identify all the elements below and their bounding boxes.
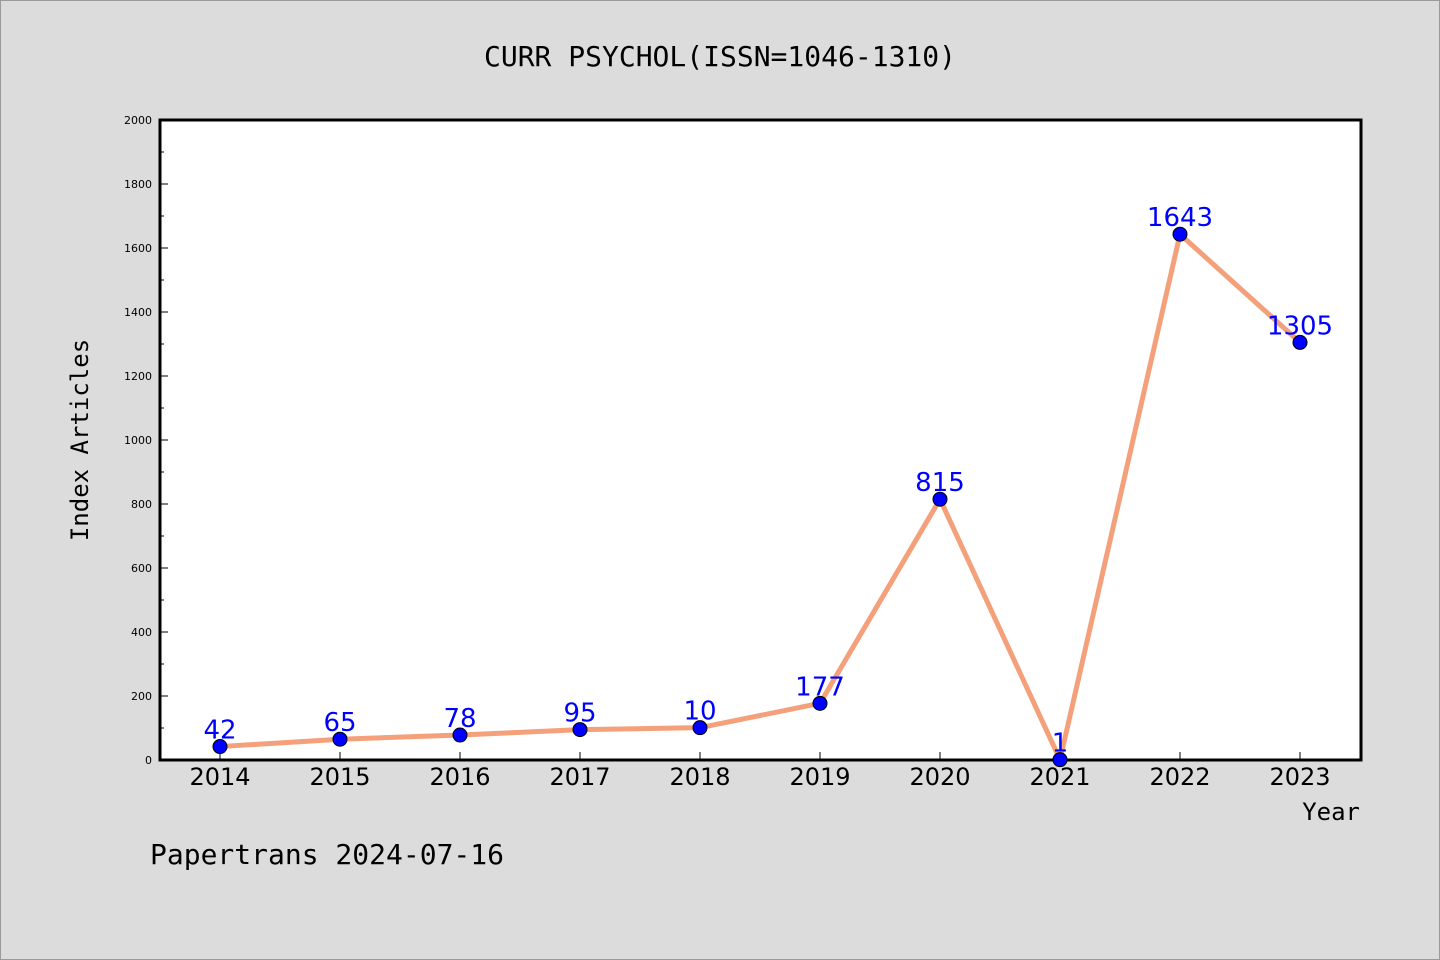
data-label: 177 bbox=[795, 672, 845, 702]
y-tick-label: 1200 bbox=[124, 370, 152, 383]
data-point bbox=[332, 731, 348, 747]
x-tick-label: 2020 bbox=[909, 763, 970, 791]
x-tick-label: 2016 bbox=[429, 763, 490, 791]
x-tick-label: 2021 bbox=[1029, 763, 1090, 791]
data-point bbox=[812, 695, 828, 711]
x-tick-label: 2018 bbox=[669, 763, 730, 791]
y-tick-label: 2000 bbox=[124, 114, 152, 127]
y-tick-label: 1800 bbox=[124, 178, 152, 191]
footer-text: Papertrans 2024-07-16 bbox=[150, 838, 504, 871]
chart-title: CURR PSYCHOL(ISSN=1046-1310) bbox=[484, 40, 956, 73]
data-label: 10 bbox=[683, 697, 716, 727]
data-label: 95 bbox=[563, 699, 596, 729]
data-point bbox=[212, 739, 228, 755]
y-axis: 0 200 400 600 800 1000 1200 1400 1600 1800 2000 bbox=[124, 114, 168, 767]
data-point bbox=[572, 722, 588, 738]
data-point bbox=[452, 727, 468, 743]
y-axis-label: Index Articles bbox=[66, 339, 94, 541]
x-axis-label: Year bbox=[1302, 798, 1360, 826]
x-tick-label: 2017 bbox=[549, 763, 610, 791]
data-point bbox=[1052, 752, 1068, 768]
series-line bbox=[219, 231, 1302, 763]
data-labels: 42 65 78 95 10 177 815 1 1643 1305 bbox=[203, 203, 1333, 758]
data-label: 1305 bbox=[1267, 311, 1333, 341]
y-tick-label: 0 bbox=[145, 754, 152, 767]
data-label: 1643 bbox=[1147, 203, 1213, 233]
x-tick-label: 2015 bbox=[309, 763, 370, 791]
plot-area bbox=[158, 118, 1363, 762]
data-label: 1 bbox=[1052, 729, 1069, 759]
x-tick-label: 2019 bbox=[789, 763, 850, 791]
y-tick-label: 1600 bbox=[124, 242, 152, 255]
x-tick-label: 2022 bbox=[1149, 763, 1210, 791]
y-tick-label: 1400 bbox=[124, 306, 152, 319]
x-tick-label: 2023 bbox=[1269, 763, 1330, 791]
x-axis: 2014 2015 2016 2017 2018 2019 2020 2021 2022 2023 bbox=[189, 752, 1331, 791]
data-label: 42 bbox=[203, 716, 236, 746]
y-tick-label: 200 bbox=[131, 690, 152, 703]
data-label: 78 bbox=[443, 704, 476, 734]
y-tick-label: 800 bbox=[131, 498, 152, 511]
data-label: 65 bbox=[323, 708, 356, 738]
data-label: 815 bbox=[915, 468, 965, 498]
x-tick-label: 2014 bbox=[189, 763, 250, 791]
data-point bbox=[1292, 334, 1308, 350]
series bbox=[212, 226, 1308, 768]
data-point bbox=[1172, 226, 1188, 242]
data-point bbox=[932, 491, 948, 507]
data-point bbox=[692, 720, 708, 736]
y-tick-label: 400 bbox=[131, 626, 152, 639]
y-tick-label: 600 bbox=[131, 562, 152, 575]
y-tick-label: 1000 bbox=[124, 434, 152, 447]
